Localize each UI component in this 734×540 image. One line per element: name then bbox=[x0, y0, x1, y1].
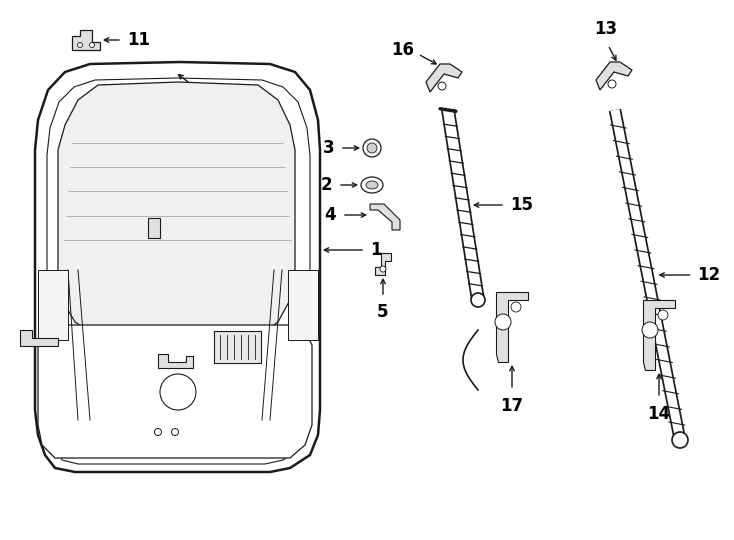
Text: 2: 2 bbox=[320, 176, 332, 194]
Polygon shape bbox=[38, 325, 312, 458]
Polygon shape bbox=[72, 30, 100, 50]
Text: 3: 3 bbox=[322, 139, 334, 157]
Circle shape bbox=[438, 82, 446, 90]
Polygon shape bbox=[158, 354, 193, 368]
FancyBboxPatch shape bbox=[214, 331, 261, 363]
Circle shape bbox=[511, 302, 521, 312]
Ellipse shape bbox=[366, 181, 378, 189]
Polygon shape bbox=[148, 218, 160, 238]
Polygon shape bbox=[426, 64, 462, 92]
Text: 8: 8 bbox=[170, 391, 181, 409]
Text: 15: 15 bbox=[510, 196, 533, 214]
Text: 10: 10 bbox=[233, 106, 256, 124]
Circle shape bbox=[495, 314, 511, 330]
Circle shape bbox=[380, 266, 386, 272]
Circle shape bbox=[154, 429, 161, 435]
Text: 12: 12 bbox=[697, 266, 721, 284]
Polygon shape bbox=[35, 62, 320, 472]
Polygon shape bbox=[288, 270, 318, 340]
Text: 6: 6 bbox=[96, 219, 108, 237]
Circle shape bbox=[608, 80, 616, 88]
Polygon shape bbox=[375, 253, 391, 275]
Text: 17: 17 bbox=[501, 397, 523, 415]
Text: 9: 9 bbox=[292, 338, 304, 356]
Text: 1: 1 bbox=[370, 241, 382, 259]
Circle shape bbox=[160, 374, 196, 410]
Text: 13: 13 bbox=[595, 20, 617, 38]
Circle shape bbox=[471, 293, 485, 307]
Text: 11: 11 bbox=[127, 31, 150, 49]
Text: 14: 14 bbox=[647, 405, 671, 423]
Polygon shape bbox=[47, 78, 310, 464]
Circle shape bbox=[363, 139, 381, 157]
Circle shape bbox=[367, 143, 377, 153]
Ellipse shape bbox=[361, 177, 383, 193]
Polygon shape bbox=[596, 62, 632, 90]
Polygon shape bbox=[643, 300, 675, 370]
Polygon shape bbox=[58, 82, 295, 340]
Circle shape bbox=[672, 432, 688, 448]
Circle shape bbox=[658, 310, 668, 320]
Text: 16: 16 bbox=[391, 41, 414, 59]
Text: 4: 4 bbox=[324, 206, 336, 224]
Circle shape bbox=[642, 322, 658, 338]
Circle shape bbox=[90, 43, 95, 48]
Text: 5: 5 bbox=[377, 303, 389, 321]
Polygon shape bbox=[370, 204, 400, 230]
Circle shape bbox=[78, 43, 82, 48]
Polygon shape bbox=[38, 270, 68, 340]
Polygon shape bbox=[20, 330, 58, 346]
Text: 7: 7 bbox=[85, 330, 97, 348]
Polygon shape bbox=[496, 292, 528, 362]
Circle shape bbox=[172, 429, 178, 435]
